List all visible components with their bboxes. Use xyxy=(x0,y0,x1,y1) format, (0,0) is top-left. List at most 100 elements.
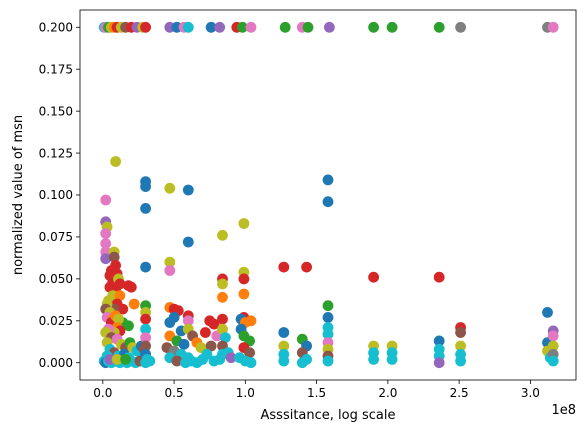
scatter-point xyxy=(164,265,176,276)
scatter-point xyxy=(182,184,194,196)
scatter-point xyxy=(296,357,308,369)
scatter-point xyxy=(108,251,120,263)
x-tick-label: 2.0 xyxy=(378,386,397,400)
scatter-point xyxy=(200,327,211,338)
scatter-point xyxy=(123,320,134,332)
scatter-point xyxy=(164,182,176,194)
scatter-point xyxy=(197,354,209,365)
scatter-point xyxy=(245,357,257,369)
scatter-point xyxy=(433,21,445,33)
scatter-point xyxy=(140,261,152,273)
scatter-point xyxy=(455,327,466,338)
scatter-point xyxy=(542,307,553,318)
scatter-point xyxy=(324,21,335,33)
scatter-point xyxy=(238,273,250,285)
x-axis-offset-label: 1e8 xyxy=(551,403,576,418)
scatter-point xyxy=(455,340,466,352)
scatter-point xyxy=(100,194,112,206)
x-tick-label: 0.0 xyxy=(93,386,112,400)
y-axis-label: normalized value of msn xyxy=(11,115,26,275)
y-tick-label: 0.075 xyxy=(39,230,73,244)
scatter-point xyxy=(301,261,312,273)
scatter-point xyxy=(237,21,248,33)
scatter-point xyxy=(141,354,153,365)
scatter-point xyxy=(128,298,140,310)
scatter-point xyxy=(322,174,334,186)
scatter-point xyxy=(140,203,152,214)
scatter-point xyxy=(455,355,466,367)
x-axis-label: Asssitance, log scale xyxy=(261,408,396,423)
points-layer xyxy=(98,21,559,369)
scatter-point xyxy=(386,354,398,365)
scatter-point xyxy=(279,21,291,33)
scatter-point xyxy=(322,355,334,367)
scatter-point xyxy=(547,21,559,33)
scatter-point xyxy=(433,357,445,369)
scatter-point xyxy=(278,355,290,367)
scatter-point xyxy=(178,338,190,350)
scatter-point xyxy=(120,354,131,365)
y-tick-label: 0.150 xyxy=(39,104,73,118)
scatter-point xyxy=(322,312,334,323)
scatter-point xyxy=(100,238,112,250)
scatter-point xyxy=(214,21,226,33)
x-axis: 0.0 0.5 1.0 1.5 2.0 2.5 3.0 xyxy=(93,380,540,400)
scatter-point xyxy=(238,288,250,300)
scatter-point xyxy=(114,290,126,301)
y-tick-label: 0.200 xyxy=(39,20,73,34)
scatter-point xyxy=(208,318,220,330)
y-tick-label: 0.050 xyxy=(39,272,73,286)
scatter-point xyxy=(205,340,217,352)
scatter-point xyxy=(113,313,124,325)
x-tick-label: 1.0 xyxy=(236,386,255,400)
x-tick-label: 0.5 xyxy=(165,386,184,400)
scatter-point xyxy=(164,317,176,328)
scatter-point xyxy=(220,332,231,343)
scatter-point xyxy=(322,300,334,312)
scatter-point xyxy=(433,335,445,347)
scatter-point xyxy=(368,271,379,283)
x-tick-label: 3.0 xyxy=(521,386,540,400)
scatter-point xyxy=(110,156,121,167)
scatter-point xyxy=(140,21,152,33)
scatter-point xyxy=(368,21,379,33)
scatter-point xyxy=(322,328,334,340)
scatter-point xyxy=(100,253,112,265)
scatter-point xyxy=(455,21,466,33)
scatter-point xyxy=(547,340,559,352)
scatter-point xyxy=(111,354,123,365)
scatter-point xyxy=(278,327,290,338)
scatter-point xyxy=(182,21,194,33)
scatter-point xyxy=(278,261,290,273)
y-tick-label: 0.000 xyxy=(39,356,73,370)
scatter-point xyxy=(140,313,152,325)
scatter-point xyxy=(182,315,194,327)
scatter-point xyxy=(140,340,152,352)
scatter-point xyxy=(368,354,379,365)
scatter-point xyxy=(140,323,152,335)
scatter-point xyxy=(182,236,194,248)
scatter-point xyxy=(245,315,257,327)
y-tick-label: 0.025 xyxy=(39,314,73,328)
x-tick-label: 1.5 xyxy=(307,386,326,400)
y-tick-label: 0.175 xyxy=(39,62,73,76)
scatter-point xyxy=(433,271,445,283)
scatter-point xyxy=(217,229,228,241)
scatter-point xyxy=(217,278,228,290)
scatter-point xyxy=(302,21,314,33)
scatter-point xyxy=(244,347,256,359)
scatter-point xyxy=(322,196,334,208)
scatter-point xyxy=(140,332,152,343)
scatter-point xyxy=(225,352,237,364)
scatter-point xyxy=(217,313,228,325)
scatter-point xyxy=(205,21,217,33)
scatter-point xyxy=(386,21,398,33)
scatter-point xyxy=(238,218,250,229)
y-tick-label: 0.100 xyxy=(39,188,73,202)
scatter-point xyxy=(547,355,559,367)
scatter-point xyxy=(217,291,228,303)
scatter-point xyxy=(278,340,290,352)
y-axis: 0.000 0.025 0.050 0.075 0.100 0.125 0.150 0.175… xyxy=(39,20,80,370)
